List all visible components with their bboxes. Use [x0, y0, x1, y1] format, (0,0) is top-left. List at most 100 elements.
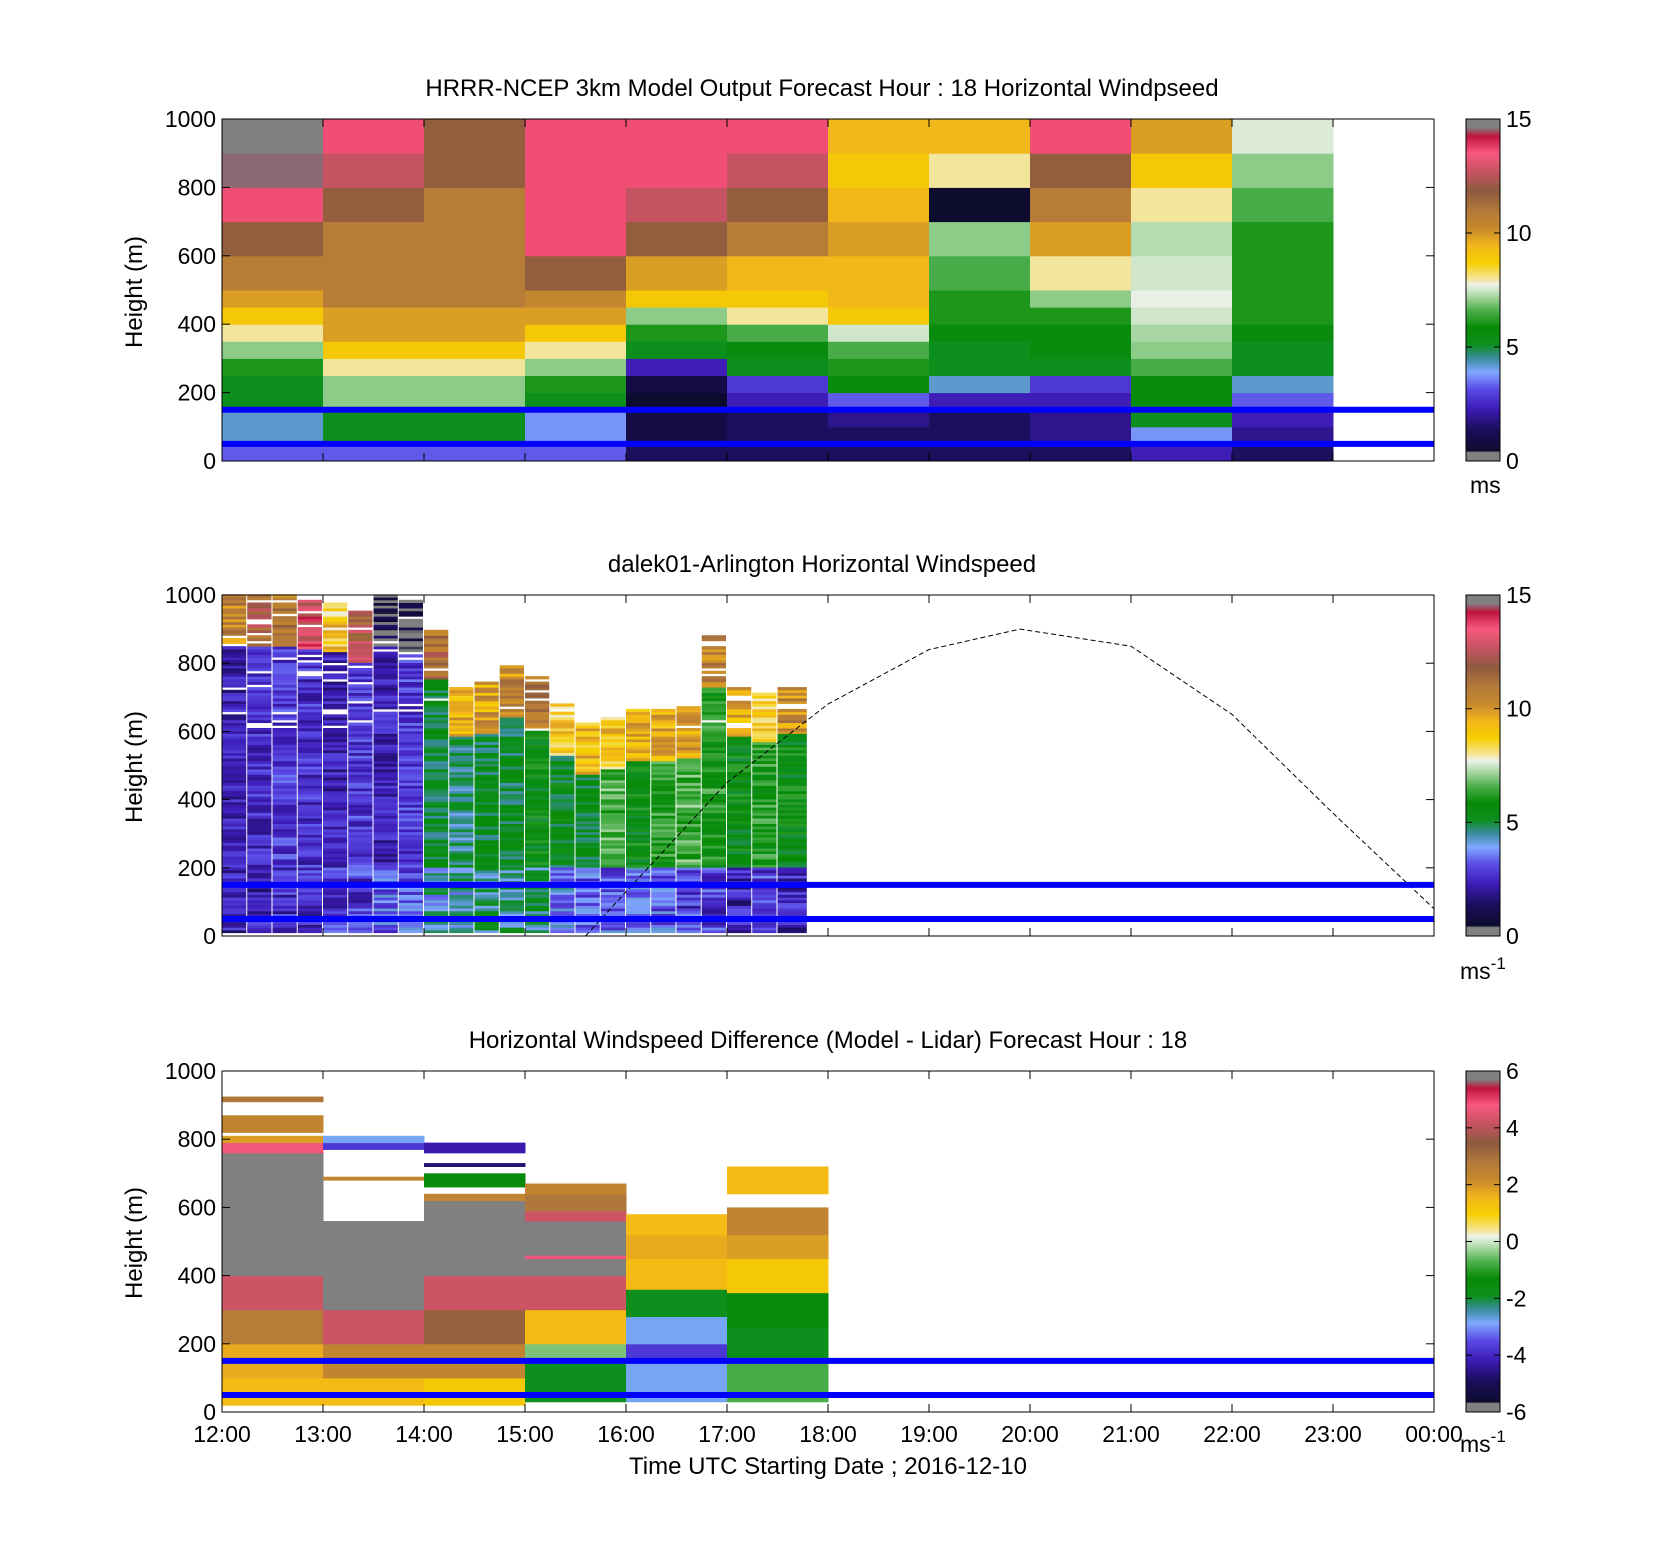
heatmap-cell — [424, 1275, 526, 1311]
heatmap-cell — [222, 1309, 324, 1345]
heatmap-cell — [575, 818, 600, 822]
heatmap-cell — [424, 872, 449, 876]
heatmap-cell — [247, 719, 272, 724]
heatmap-cell — [323, 621, 348, 625]
heatmap-cell — [701, 771, 726, 775]
heatmap-cell — [600, 823, 625, 827]
heatmap-cell — [499, 788, 524, 792]
heatmap-cell — [297, 845, 322, 849]
heatmap-cell — [752, 891, 777, 895]
heatmap-cell — [777, 708, 807, 713]
heatmap-cell — [600, 875, 625, 879]
heatmap-cell — [701, 727, 726, 732]
heatmap-cell — [651, 708, 676, 713]
heatmap-cell — [626, 842, 651, 846]
heatmap-cell — [676, 801, 701, 805]
heatmap-cell — [272, 654, 297, 658]
heatmap-cell — [525, 891, 550, 895]
heatmap-cell — [297, 921, 322, 925]
heatmap-cell — [424, 891, 449, 895]
heatmap-cell — [525, 722, 550, 726]
heatmap-cell — [651, 927, 676, 931]
heatmap-cell — [752, 831, 777, 835]
heatmap-cell — [651, 834, 676, 838]
heatmap-cell — [348, 695, 373, 699]
heatmap-cell — [701, 902, 726, 906]
heatmap-cell — [1131, 426, 1233, 445]
heatmap-cell — [398, 725, 423, 729]
heatmap-cell — [777, 790, 807, 794]
heatmap-cell — [474, 842, 499, 846]
heatmap-cell — [449, 785, 474, 789]
heatmap-cell — [550, 760, 575, 764]
heatmap-cell — [247, 597, 272, 601]
heatmap-cell — [449, 902, 474, 906]
heatmap-cell — [373, 747, 398, 751]
heatmap-cell — [449, 861, 474, 865]
heatmap-cell — [323, 717, 348, 721]
heatmap-cell — [701, 878, 726, 882]
heatmap-cell — [449, 818, 474, 822]
heatmap-cell — [373, 864, 398, 868]
heatmap-cell — [348, 659, 373, 664]
heatmap-cell — [701, 757, 726, 762]
heatmap-cell — [424, 771, 449, 775]
heatmap-cell — [499, 777, 524, 781]
heatmap-cell — [424, 853, 449, 857]
heatmap-cell — [575, 777, 600, 781]
heatmap-cell — [373, 897, 398, 901]
heatmap-cell — [424, 774, 449, 778]
heatmap-cell — [323, 1176, 425, 1181]
heatmap-cell — [474, 910, 499, 914]
heatmap-cell — [777, 861, 807, 865]
heatmap-cell — [777, 760, 807, 764]
heatmap-cell — [651, 779, 676, 784]
heatmap-cell — [247, 763, 272, 767]
heatmap-cell — [525, 392, 627, 411]
heatmap-cell — [1030, 409, 1132, 445]
heatmap-cell — [777, 741, 807, 745]
heatmap-cell — [449, 823, 474, 827]
heatmap-cell — [449, 875, 474, 879]
heatmap-cell — [272, 774, 297, 778]
heatmap-cell — [701, 711, 726, 715]
heatmap-cell — [373, 676, 398, 680]
heatmap-cell — [272, 624, 297, 628]
heatmap-cell — [600, 725, 625, 729]
heatmap-cell — [398, 717, 423, 721]
heatmap-cell — [222, 722, 247, 726]
heatmap-cell — [297, 755, 322, 759]
heatmap-cell — [222, 637, 247, 642]
heatmap-cell — [323, 665, 348, 669]
heatmap-cell — [575, 815, 600, 819]
heatmap-cell — [525, 815, 550, 819]
heatmap-cell — [297, 872, 322, 876]
heatmap-cell — [499, 782, 524, 786]
heatmap-cell — [499, 899, 524, 904]
heatmap-cell — [777, 899, 807, 904]
heatmap-cell — [525, 341, 627, 359]
heatmap-cell — [499, 837, 524, 841]
heatmap-cell — [626, 790, 651, 794]
heatmap-cell — [323, 1377, 425, 1406]
heatmap-cell — [550, 894, 575, 898]
heatmap-cell — [651, 801, 676, 805]
heatmap-cell — [323, 153, 425, 188]
heatmap-cell — [752, 839, 777, 844]
heatmap-cell — [272, 878, 297, 882]
heatmap-cell — [297, 635, 322, 639]
heatmap-cell — [297, 627, 322, 631]
heatmap-cell — [777, 722, 807, 726]
heatmap-cell — [752, 738, 777, 743]
heatmap-cell — [272, 831, 297, 835]
heatmap-cell — [701, 687, 726, 691]
heatmap-cell — [499, 695, 524, 699]
heatmap-cell — [575, 867, 600, 871]
heatmap-cell — [777, 689, 807, 694]
heatmap-cell — [373, 804, 398, 808]
x-ticks — [221, 119, 1435, 461]
heatmap-cell — [323, 443, 425, 462]
heatmap-cell — [499, 861, 524, 865]
heatmap-cell — [752, 828, 777, 833]
heatmap-cell — [398, 747, 423, 751]
